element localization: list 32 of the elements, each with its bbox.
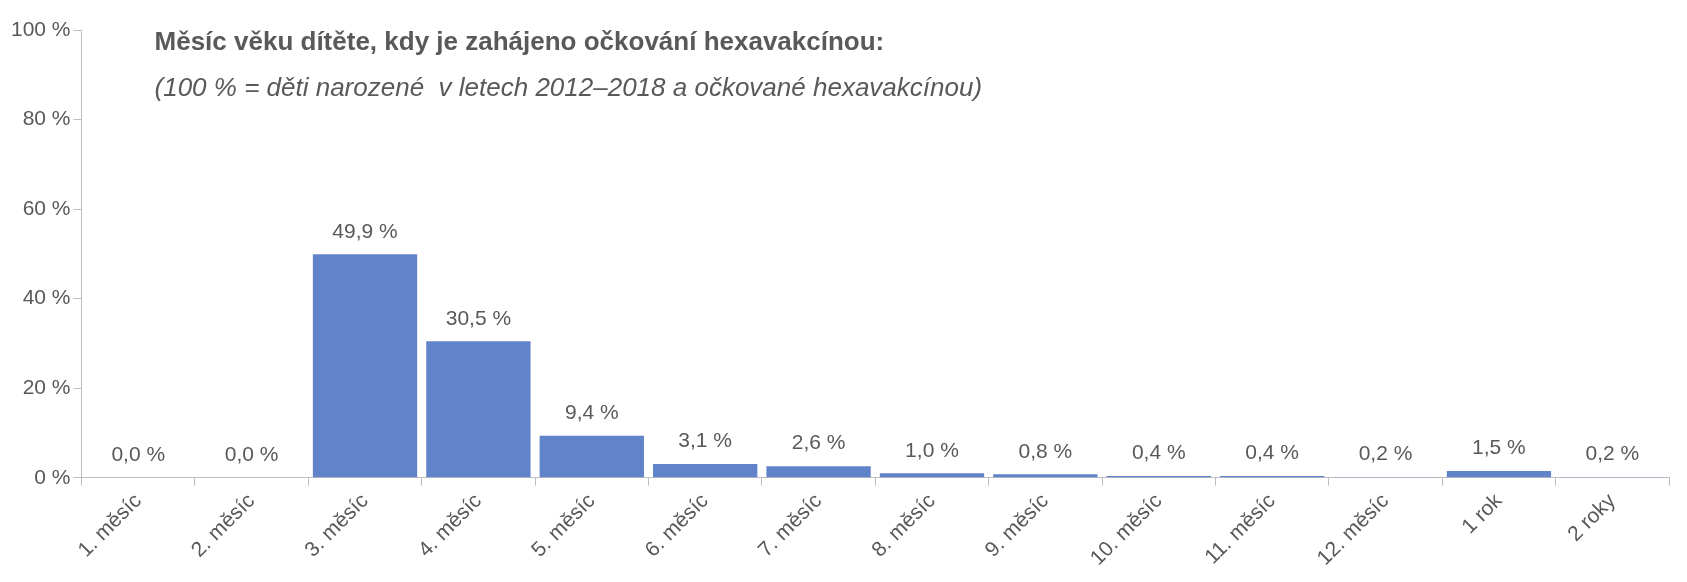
data-label: 0,2 % — [1585, 441, 1640, 465]
data-label: 30,5 % — [445, 305, 512, 329]
data-label: 3,1 % — [678, 428, 733, 452]
data-label: 0,4 % — [1245, 440, 1299, 464]
y-tick-label: 20 % — [22, 375, 71, 399]
data-label: 0,8 % — [1018, 438, 1073, 462]
x-tick-label: 1 rok — [1456, 488, 1507, 538]
bar — [312, 254, 418, 478]
text: (100 % = děti narozené v letech 2012–2018 a očkované hexavakcínou) — [154, 72, 983, 102]
bar — [653, 463, 758, 478]
data-label: 1,0 % — [905, 437, 959, 461]
data-label: 1,5 % — [1472, 435, 1526, 459]
chart-title: Měsíc věku dítěte, kdy je zahájeno očkování hexavakcínou: — [154, 26, 885, 56]
y-tick-label: 60 % — [22, 195, 71, 219]
data-label: 9,4 % — [564, 400, 619, 424]
data-label: 0,0 % — [224, 442, 279, 466]
bar — [1446, 471, 1552, 478]
bar — [539, 435, 644, 478]
data-label: 0,4 % — [1131, 440, 1186, 464]
data-label: 0,0 % — [111, 442, 166, 466]
bar — [993, 474, 1098, 478]
data-label: 2,6 % — [791, 430, 846, 454]
x-tick-label: 2 roky — [1562, 488, 1620, 546]
y-tick-label: 40 % — [22, 285, 71, 309]
bar — [879, 473, 985, 478]
y-tick-label: 0 % — [34, 464, 71, 488]
data-label: 49,9 % — [332, 218, 398, 242]
y-tick-label: 100 % — [11, 16, 71, 40]
bar — [426, 341, 531, 478]
y-tick-label: 80 % — [22, 106, 71, 130]
bar — [766, 466, 871, 478]
data-label: 0,2 % — [1358, 441, 1413, 465]
